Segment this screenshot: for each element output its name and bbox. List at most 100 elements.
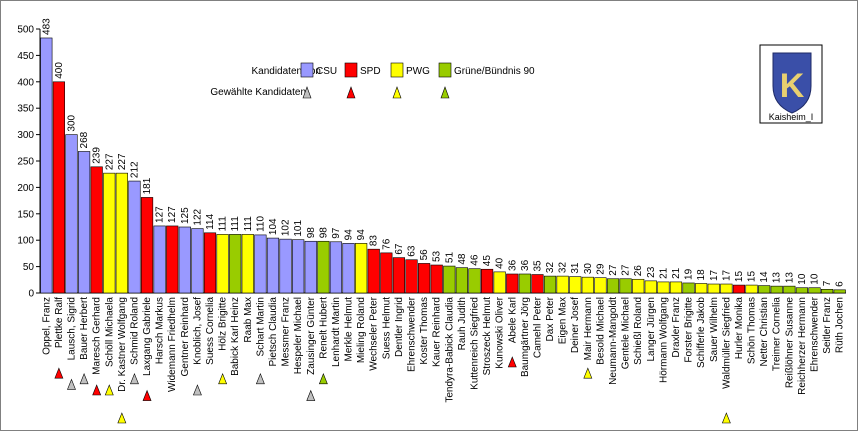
elected-marker-icon xyxy=(721,412,731,424)
bar-babick-karl-heinz xyxy=(229,234,242,294)
value-label: 7 xyxy=(822,280,833,286)
candidate-label: Dentler Ingrid xyxy=(394,297,405,357)
candidate-label: Dr. Kastner Wolfgang xyxy=(117,297,128,392)
candidate-label: Maresch Gerhard xyxy=(92,297,103,375)
candidate-label: Kauer Reinhard xyxy=(432,297,443,367)
candidate-label: Wechseler Peter xyxy=(369,296,380,370)
candidate-label: Seitler Franz xyxy=(822,297,833,354)
candidate-label: Kuttenreich Siegfried xyxy=(469,297,480,390)
value-label: 56 xyxy=(419,249,430,261)
value-label: 111 xyxy=(218,216,229,232)
bar-sauer-wilhelm xyxy=(707,283,720,294)
bar-netter-christian xyxy=(758,285,771,294)
value-label: 181 xyxy=(142,177,153,194)
value-label: 40 xyxy=(495,257,506,269)
value-label: 76 xyxy=(381,238,392,250)
value-label: 10 xyxy=(810,273,821,285)
bar-kauer-reinhard xyxy=(430,264,443,294)
elected-marker-icon xyxy=(318,372,328,385)
candidate-label: Ehrenschwender xyxy=(407,296,418,372)
y-tick-label: 350 xyxy=(17,104,34,115)
bar-suess-helmut xyxy=(380,252,393,294)
elected-marker-icon xyxy=(92,384,102,396)
bar-zausinger-gunter xyxy=(304,240,317,294)
candidate-label: Messmer Franz xyxy=(281,297,292,366)
value-label: 63 xyxy=(407,245,418,257)
y-tick-label: 50 xyxy=(23,262,35,273)
bar-wechseler-peter xyxy=(367,248,380,294)
elected-marker-icon xyxy=(79,372,89,385)
bar-schie-l-roland xyxy=(632,278,645,294)
legend-swatch-gruene xyxy=(438,62,452,78)
candidate-label: Suess Cornelia xyxy=(205,297,216,365)
bar-pietsch-claudia xyxy=(266,237,280,294)
legend-label-pwg: PWG xyxy=(406,66,430,77)
bar-forster-brigitte xyxy=(682,282,695,294)
legend-swatch-spd xyxy=(344,62,358,78)
y-tick-label: 300 xyxy=(17,130,34,141)
value-label: 98 xyxy=(318,227,329,239)
candidate-label: Knoblich, Josef xyxy=(192,297,203,365)
bar-hurler-monika xyxy=(732,284,746,294)
elected-marker-icon xyxy=(104,384,114,396)
bar-neumann-mangoldt xyxy=(606,278,620,294)
value-label: 17 xyxy=(721,269,732,281)
candidate-label: Schießl Roland xyxy=(633,297,644,365)
value-label: 111 xyxy=(230,216,241,232)
legend-elected-marker-icon xyxy=(392,86,402,99)
candidate-label: Laxgang Gabriele xyxy=(142,297,153,376)
candidate-label: Lenhardt Martin xyxy=(331,297,342,367)
candidate-label: Gentele Michael xyxy=(621,297,632,369)
candidate-label: Abele Karl xyxy=(507,297,518,343)
value-label: 13 xyxy=(772,272,783,284)
candidate-label: Netter Christian xyxy=(759,297,770,366)
legend-swatch-pwg xyxy=(390,62,404,78)
value-label: 127 xyxy=(167,206,178,223)
value-label: 6 xyxy=(835,281,846,287)
elected-marker-icon xyxy=(255,372,265,385)
value-label: 67 xyxy=(394,243,405,255)
legend-swatch-csu xyxy=(300,62,314,78)
value-label: 483 xyxy=(41,18,52,35)
candidate-label: Merkle Helmut xyxy=(344,297,355,362)
bar-raab-max xyxy=(241,234,254,294)
candidate-label: Neumann-Mangoldt xyxy=(608,297,619,385)
legend-label-csu: CSU xyxy=(316,66,337,77)
candidate-label: Schöll Michaela xyxy=(104,297,115,367)
value-label: 23 xyxy=(646,266,657,278)
value-label: 36 xyxy=(520,259,531,271)
bar-oppel-franz xyxy=(40,37,53,294)
bar-dr-kastner-wolfgang xyxy=(115,172,128,294)
bar-ehrenschwender xyxy=(808,287,821,294)
candidate-label: Reißlöhner Susanne xyxy=(784,297,795,389)
value-label: 27 xyxy=(608,264,619,276)
bar-renelt-hubert xyxy=(317,240,330,294)
value-label: 51 xyxy=(444,252,455,264)
candidate-label: Hurler Monika xyxy=(734,297,745,360)
bar-abele-karl xyxy=(506,273,519,294)
bar-treimer-cornelia xyxy=(770,285,783,294)
candidate-label: Raab Max xyxy=(243,297,254,343)
bar-langer-jurgen xyxy=(644,280,657,294)
labels: 483 Oppel, Franz 400 Plettke Ralf 300 Lausch,… xyxy=(41,18,846,424)
legend-elected-marker-icon xyxy=(440,86,450,99)
value-label: 35 xyxy=(532,260,543,272)
value-label: 98 xyxy=(306,227,317,239)
elected-marker-icon xyxy=(507,356,517,368)
municipal-crest: K Kaisheim_I xyxy=(759,44,823,124)
value-label: 127 xyxy=(155,206,166,223)
y-tick-label: 450 xyxy=(17,51,34,62)
bar-laxgang-gabriele xyxy=(140,197,154,294)
value-label: 32 xyxy=(545,262,556,274)
candidate-label: Forster Brigitte xyxy=(684,297,695,363)
value-label: 27 xyxy=(621,264,632,276)
value-label: 300 xyxy=(66,114,77,131)
candidate-label: Babick Karl Heinz xyxy=(230,297,241,376)
candidate-label: Harsch Markus xyxy=(155,297,166,364)
bar-bauer-herbert xyxy=(77,151,91,294)
bar-kunowski-oliver xyxy=(493,271,506,294)
value-label: 400 xyxy=(54,62,65,79)
bar-waldmuller-siegfried xyxy=(720,283,733,294)
value-label: 26 xyxy=(633,265,644,277)
bar-lenhardt-martin xyxy=(329,241,343,294)
